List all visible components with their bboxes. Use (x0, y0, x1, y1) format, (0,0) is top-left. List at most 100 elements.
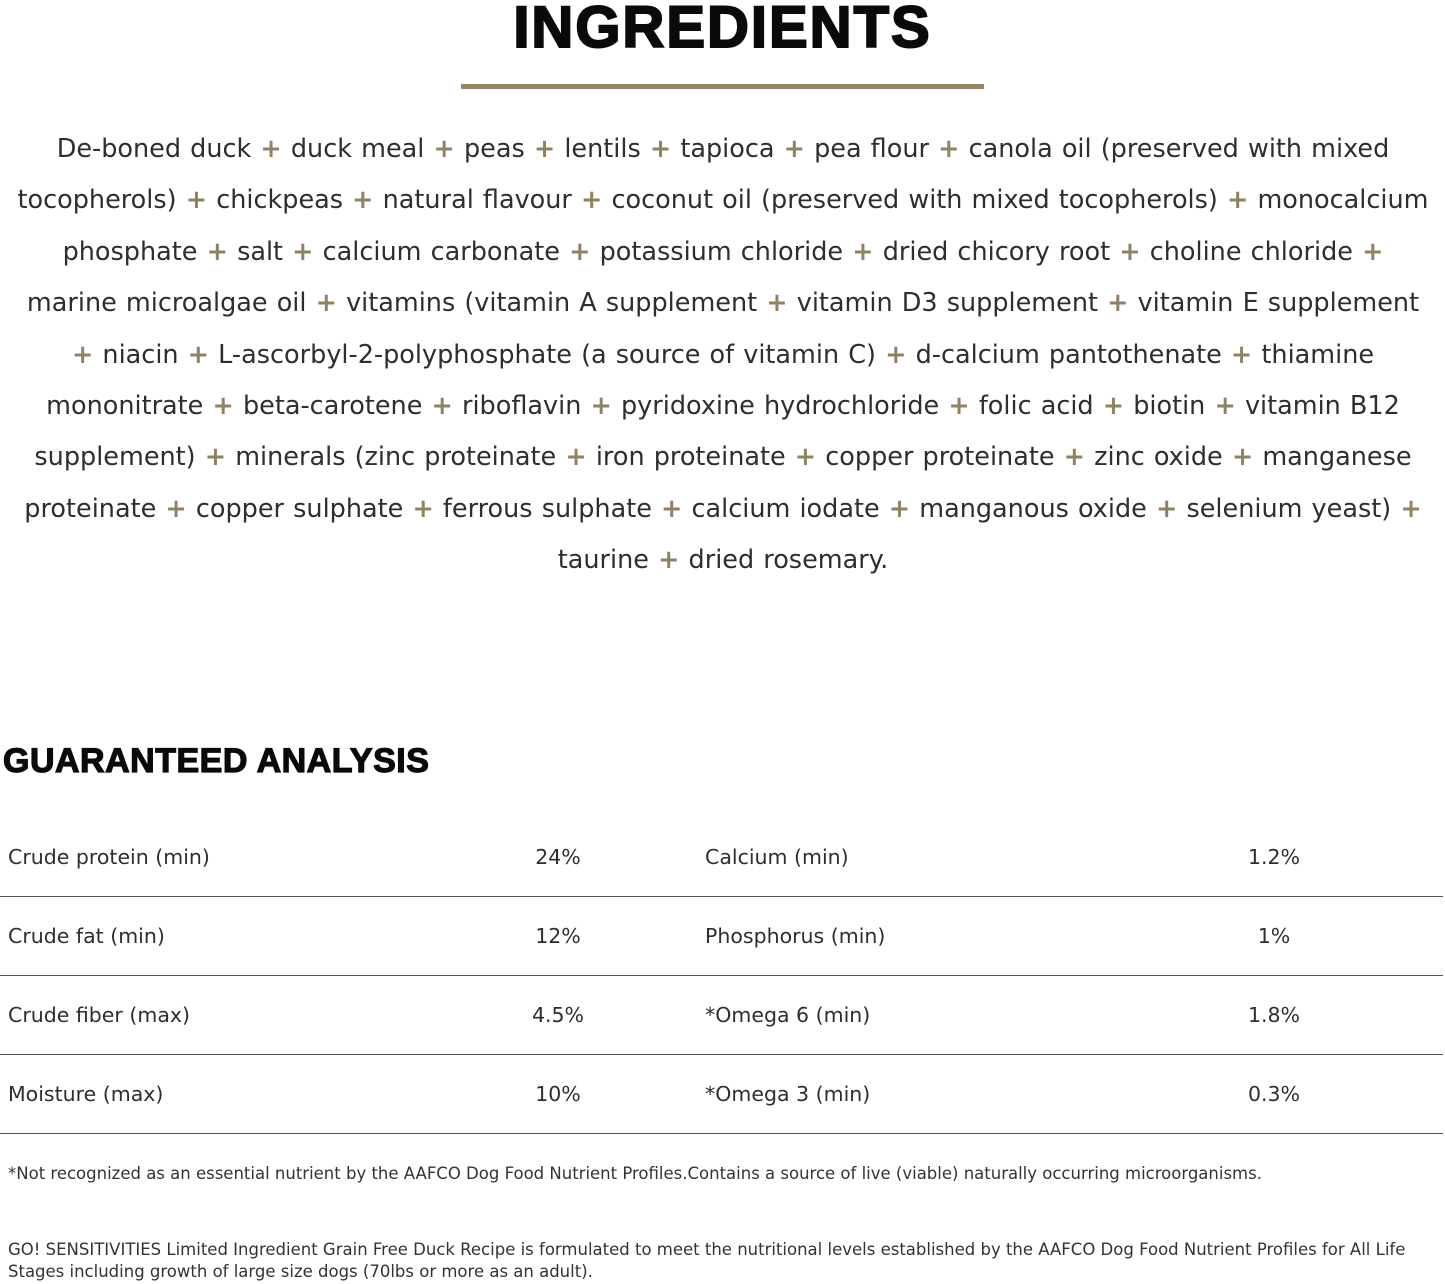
nutrient-value: 0.3% (1105, 1054, 1443, 1134)
plus-separator: + (565, 442, 587, 473)
ingredient: vitamin E supplement (1137, 288, 1420, 319)
plus-separator: + (948, 391, 970, 422)
ingredient: monocalcium phosphate (62, 185, 1429, 267)
ingredient: copper proteinate (825, 442, 1055, 473)
plus-separator: + (1226, 185, 1249, 216)
ingredient: peas (463, 134, 525, 164)
plus-separator: + (766, 288, 788, 319)
ingredients-heading: INGREDIENTS (512, 0, 932, 61)
plus-separator: + (1230, 339, 1253, 370)
ingredient: d-calcium pantothenate (915, 339, 1222, 370)
plus-separator: + (315, 288, 337, 319)
ingredient: selenium yeast) (1186, 493, 1392, 524)
ingredient: De-boned duck (56, 134, 252, 164)
ingredient: duck meal (290, 134, 425, 164)
plus-separator: + (165, 493, 187, 524)
ingredient: marine microalgae oil (26, 288, 307, 319)
guaranteed-analysis-heading: GUARANTEED ANALYSIS (2, 741, 430, 780)
plus-separator: + (533, 134, 556, 164)
ingredient: dried rosemary. (688, 545, 889, 576)
plus-separator: + (658, 545, 680, 576)
nutrient-value: 12% (438, 896, 678, 976)
plus-separator: + (1102, 391, 1125, 422)
plus-separator: + (352, 185, 374, 216)
plus-separator: + (431, 391, 453, 422)
plus-separator: + (885, 339, 907, 370)
ingredient: pyridoxine hydrochloride (620, 391, 940, 422)
nutrient-label: Crude fiber (max) (0, 975, 438, 1055)
nutrient-value: 4.5% (438, 975, 678, 1055)
ingredient: manganous oxide (919, 493, 1147, 524)
plus-separator: + (1400, 493, 1422, 524)
ingredient: manganese proteinate (24, 442, 1412, 524)
plus-separator: + (783, 134, 805, 164)
plus-separator: + (1362, 236, 1384, 267)
ingredient: calcium carbonate (322, 236, 560, 267)
plus-separator: + (204, 442, 227, 473)
table-row: Crude fat (min) 12% Phosphorus (min) 1% (0, 896, 1443, 976)
plus-separator: + (71, 339, 94, 370)
ingredient: thiamine mononitrate (46, 339, 1375, 422)
ingredient: riboflavin (461, 391, 582, 422)
plus-separator: + (590, 391, 612, 422)
ingredient: natural flavour (382, 185, 572, 216)
nutrient-label: Phosphorus (min) (678, 896, 1105, 976)
ingredient: biotin (1133, 391, 1206, 422)
plus-separator: + (1231, 442, 1254, 473)
plus-separator: + (187, 339, 210, 370)
plus-separator: + (185, 185, 208, 216)
plus-separator: + (1119, 236, 1141, 267)
ingredient: taurine (557, 545, 649, 576)
plus-separator: + (206, 236, 228, 267)
nutrient-label: *Omega 6 (min) (678, 975, 1105, 1055)
table-row: Crude protein (min) 24% Calcium (min) 1.2% (0, 818, 1443, 897)
nutrient-label: Calcium (min) (678, 818, 1105, 897)
plus-separator: + (260, 134, 282, 164)
plus-separator: + (794, 442, 817, 473)
plus-separator: + (292, 236, 314, 267)
ingredient: niacin (102, 339, 179, 370)
ingredient: vitamin B12 supplement) (34, 391, 1400, 473)
ingredient: ferrous sulphate (442, 493, 652, 524)
ingredient: potassium chloride (599, 236, 844, 267)
ingredient: pea flour (814, 134, 929, 164)
table-row: Moisture (max) 10% *Omega 3 (min) 0.3% (0, 1054, 1443, 1134)
plus-separator: + (888, 493, 911, 524)
plus-separator: + (649, 134, 672, 164)
ingredient: L-ascorbyl-2-polyphosphate (a source of … (218, 339, 876, 370)
plus-separator: + (581, 185, 603, 216)
nutrient-label: Crude fat (min) (0, 896, 438, 976)
ingredient: vitamins (vitamin A supplement (346, 288, 758, 319)
table-row: Crude fiber (max) 4.5% *Omega 6 (min) 1.8% (0, 975, 1443, 1055)
plus-separator: + (1155, 493, 1178, 524)
footnote: *Not recognized as an essential nutrient… (8, 1164, 1262, 1183)
aafco-statement: GO! SENSITIVITIES Limited Ingredient Gra… (8, 1240, 1406, 1281)
plus-separator: + (661, 493, 683, 524)
ingredient: canola oil (preserved with mixed tocophe… (17, 134, 1390, 216)
ingredient: iron proteinate (595, 442, 786, 473)
ingredient: coconut oil (preserved with mixed tocoph… (611, 185, 1218, 216)
ingredient: vitamin D3 supplement (796, 288, 1098, 319)
nutrient-value: 10% (438, 1054, 678, 1134)
ingredient: folic acid (978, 391, 1094, 422)
heading-divider (461, 84, 984, 89)
nutrient-value: 24% (438, 818, 678, 897)
plus-separator: + (1107, 288, 1129, 319)
plus-separator: + (1214, 391, 1236, 422)
plus-separator: + (433, 134, 455, 164)
ingredient: tapioca (680, 134, 775, 164)
plus-separator: + (1063, 442, 1085, 473)
guaranteed-analysis-table: Crude protein (min) 24% Calcium (min) 1.2% C… (0, 818, 1443, 1134)
plus-separator: + (569, 236, 591, 267)
nutrient-label: Crude protein (min) (0, 818, 438, 897)
ingredient: zinc oxide (1094, 442, 1223, 473)
plus-separator: + (212, 391, 234, 422)
nutrient-value: 1% (1105, 896, 1443, 976)
nutrient-value: 1.8% (1105, 975, 1443, 1055)
ingredient: dried chicory root (882, 236, 1111, 267)
ingredient: lentils (564, 134, 641, 164)
ingredient: chickpeas (216, 185, 344, 216)
ingredient: minerals (zinc proteinate (235, 442, 557, 473)
ingredient: calcium iodate (691, 493, 880, 524)
plus-separator: + (412, 493, 434, 524)
